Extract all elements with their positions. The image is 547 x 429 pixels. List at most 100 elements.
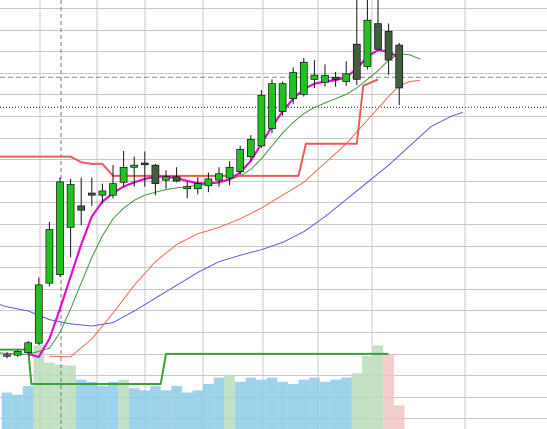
candle	[162, 170, 170, 189]
candle	[119, 151, 128, 187]
volume-bar	[1, 392, 13, 429]
volume-bar	[97, 386, 108, 429]
volume-bar	[224, 375, 235, 429]
candle	[193, 177, 202, 195]
candle	[98, 183, 107, 204]
candle-body	[204, 178, 213, 187]
volume-bar	[245, 377, 257, 429]
candle	[45, 221, 54, 287]
candle	[13, 349, 22, 357]
candle-body	[384, 30, 393, 61]
volume-bar	[362, 356, 373, 429]
volume-bar	[256, 379, 267, 429]
volume-bar	[150, 386, 161, 429]
candle-body	[140, 162, 149, 166]
candle	[3, 352, 11, 359]
candle	[172, 167, 181, 183]
candle-body	[225, 166, 234, 179]
volume-bar	[118, 379, 129, 429]
candle	[236, 145, 245, 175]
volume-bar	[139, 390, 151, 429]
candle-body	[278, 83, 287, 112]
candle-body	[352, 43, 361, 80]
candle	[395, 42, 404, 106]
volume-step-line	[0, 348, 389, 385]
candle-body	[66, 184, 75, 228]
volume-bar	[383, 353, 394, 429]
candle-body	[130, 164, 139, 168]
candle-body	[183, 186, 192, 190]
volume-bar	[330, 379, 341, 429]
volume-bar	[22, 386, 34, 429]
candle-body	[268, 83, 276, 130]
candle-body	[236, 148, 245, 172]
candle	[310, 60, 319, 88]
candle-body	[109, 183, 117, 196]
volume-bar	[54, 364, 66, 429]
candle-body	[3, 354, 11, 357]
candle	[278, 81, 287, 116]
candle-body	[331, 76, 340, 80]
candle-body	[299, 61, 308, 95]
candle-body	[98, 190, 107, 196]
volume-bar	[287, 383, 299, 429]
moving-average-blue	[0, 111, 463, 327]
candle	[268, 79, 276, 133]
candle-body	[215, 173, 223, 181]
candle	[56, 177, 64, 277]
volume-bars	[1, 345, 405, 429]
volume-bar	[298, 379, 310, 429]
volume-bar	[128, 388, 140, 429]
candle-body	[193, 183, 202, 190]
volume-bar	[319, 381, 331, 429]
volume-bar	[234, 381, 246, 429]
candle-body	[77, 205, 86, 211]
volume-bar	[33, 345, 45, 429]
candle	[130, 156, 139, 187]
candle-body	[246, 139, 255, 157]
candle	[204, 172, 213, 193]
candle-body	[257, 94, 266, 147]
candle-body	[374, 23, 382, 50]
candle	[77, 177, 86, 226]
stop-line	[0, 78, 379, 177]
candle	[374, 0, 382, 50]
candle-body	[289, 72, 298, 100]
candle	[342, 61, 351, 86]
volume-bar	[44, 362, 55, 429]
volume-bar	[192, 390, 204, 429]
candle	[109, 165, 117, 199]
volume-bar	[372, 345, 384, 429]
volume-bar	[277, 381, 288, 429]
volume-bar	[75, 379, 87, 429]
candle	[66, 178, 75, 258]
candle	[246, 135, 255, 161]
candle	[140, 151, 149, 187]
moving-average-red	[49, 79, 421, 358]
volume-bar	[266, 377, 278, 429]
candle-body	[119, 166, 128, 183]
volume-bar	[160, 390, 172, 429]
candle-body	[151, 164, 160, 184]
volume-bar	[351, 373, 363, 429]
volume-bar	[107, 381, 119, 429]
candle	[289, 67, 298, 104]
candle	[257, 90, 266, 149]
candle	[34, 277, 43, 345]
candle	[24, 341, 33, 355]
candle-body	[45, 229, 54, 284]
candle-body	[321, 75, 329, 83]
candle-body	[162, 176, 170, 181]
volume-bar	[86, 381, 98, 429]
candle-body	[310, 74, 319, 80]
candle-body	[34, 284, 43, 344]
candle-body	[395, 44, 404, 89]
candle-body	[13, 351, 22, 356]
candle-body	[56, 181, 64, 275]
candle-body	[363, 19, 372, 67]
candle	[215, 167, 223, 188]
candle	[331, 72, 340, 87]
volume-bar	[309, 377, 320, 429]
